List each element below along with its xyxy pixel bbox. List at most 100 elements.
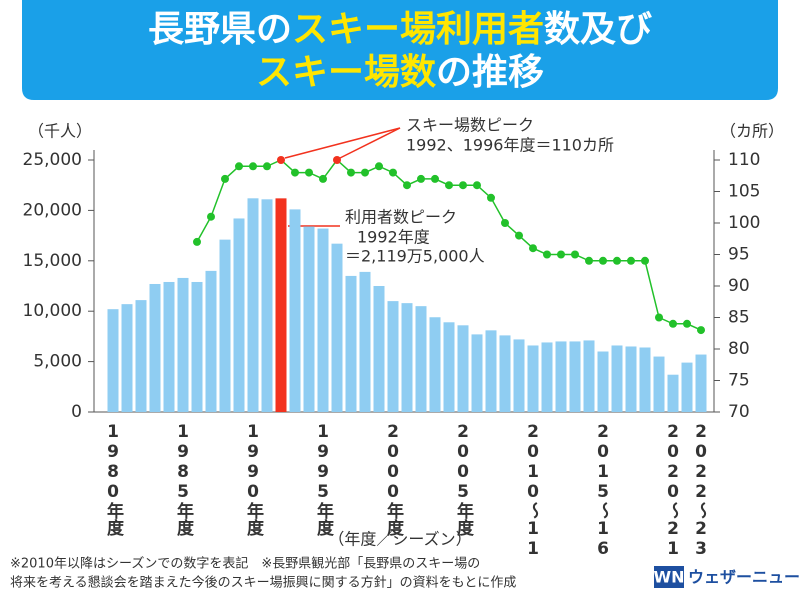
point — [599, 256, 607, 265]
title-line: スキー場数の推移 — [256, 52, 544, 93]
x-axis-label: （年度／シーズン） — [328, 530, 471, 549]
bar — [667, 374, 679, 412]
bar — [135, 300, 147, 412]
bar — [359, 271, 371, 412]
bar — [317, 228, 329, 412]
y2-tick-label: 70 — [728, 402, 750, 422]
point — [431, 174, 439, 183]
logo-text: ウェザーニュース — [688, 568, 800, 587]
logo-mark — [654, 566, 684, 588]
bar — [331, 243, 343, 412]
y2-tick-label: 100 — [728, 213, 760, 233]
y2-tick-label: 95 — [728, 245, 750, 265]
bar — [303, 226, 315, 412]
point — [305, 168, 313, 177]
y-tick-label: 5,000 — [33, 352, 82, 372]
y-axis-label: （千人） — [28, 122, 92, 141]
point — [333, 156, 341, 164]
point — [655, 313, 663, 322]
point — [221, 174, 229, 183]
bar — [625, 346, 637, 412]
annotation: 1992、1996年度＝110カ所 — [406, 136, 614, 155]
bar — [233, 218, 245, 412]
point — [571, 250, 579, 259]
point — [361, 168, 369, 177]
point — [585, 256, 593, 265]
bar — [191, 281, 203, 412]
bar — [443, 322, 455, 412]
point — [627, 256, 635, 265]
bar — [527, 345, 539, 412]
annotation-line — [339, 127, 401, 159]
x-tick-label: 1995年度 — [313, 422, 334, 537]
footnote: ※2010年以降はシーズンでの数字を表記 ※長野県観光部「長野県のスキー場の — [10, 556, 480, 572]
bar — [639, 347, 651, 412]
point — [277, 156, 285, 164]
bar — [541, 342, 553, 412]
point — [375, 162, 383, 171]
annotation: ＝2,119万5,000人 — [345, 247, 485, 266]
x-tick-label: 2015～16 — [593, 422, 613, 559]
point — [249, 162, 257, 171]
y2-tick-label: 85 — [728, 308, 750, 328]
point — [207, 212, 215, 221]
bar — [373, 286, 385, 412]
y2-tick-label: 90 — [728, 276, 750, 296]
bar — [163, 281, 175, 412]
bar — [681, 362, 693, 412]
bar — [387, 301, 399, 412]
x-tick-label: 2020～21 — [663, 422, 683, 559]
point — [403, 181, 411, 190]
title-part: 長野県の — [148, 9, 292, 50]
point — [487, 193, 495, 202]
footnote: 将来を考える懇談会を踏まえた今後のスキー場振興に関する方針」の資料をもとに作成 — [10, 575, 516, 591]
bar — [695, 354, 707, 412]
bar — [611, 345, 623, 412]
bar — [275, 198, 287, 412]
annotation: 1992年度 — [357, 228, 430, 247]
y-tick-label: 10,000 — [23, 301, 82, 321]
point — [347, 168, 355, 177]
point — [641, 256, 649, 265]
bar — [345, 275, 357, 412]
bar — [415, 306, 427, 412]
bar — [149, 283, 161, 412]
point — [697, 326, 705, 335]
bar — [513, 339, 525, 412]
y-tick-label: 20,000 — [23, 200, 82, 220]
bar — [457, 325, 469, 412]
y2-tick-label: 110 — [728, 150, 760, 170]
point — [473, 181, 481, 190]
x-tick-label: 2010～11 — [523, 422, 543, 559]
point — [501, 219, 509, 227]
point — [683, 319, 691, 328]
point — [193, 237, 201, 246]
bar — [261, 199, 273, 412]
y2-tick-label: 105 — [728, 182, 760, 202]
annotation-line — [284, 127, 401, 159]
x-tick-label: 1980年度 — [103, 422, 124, 537]
point — [389, 168, 397, 177]
point — [319, 174, 327, 183]
point — [235, 162, 243, 171]
x-tick-label: 1990年度 — [243, 422, 264, 537]
y2-tick-label: 75 — [728, 371, 750, 391]
bar — [107, 309, 119, 412]
bar — [177, 277, 189, 412]
header — [22, 0, 778, 100]
bar — [597, 351, 609, 412]
point — [529, 244, 537, 253]
x-tick-label: 1985年度 — [173, 422, 194, 537]
point — [291, 168, 299, 177]
point — [459, 181, 467, 190]
bar — [485, 330, 497, 412]
title-part: スキー場利用者 — [292, 9, 544, 50]
bar — [499, 335, 511, 412]
title-part: スキー場数 — [256, 52, 436, 93]
bar — [583, 340, 595, 412]
y-tick-label: 0 — [71, 402, 82, 422]
bar — [555, 341, 567, 412]
point — [543, 250, 551, 259]
bar — [653, 356, 665, 412]
